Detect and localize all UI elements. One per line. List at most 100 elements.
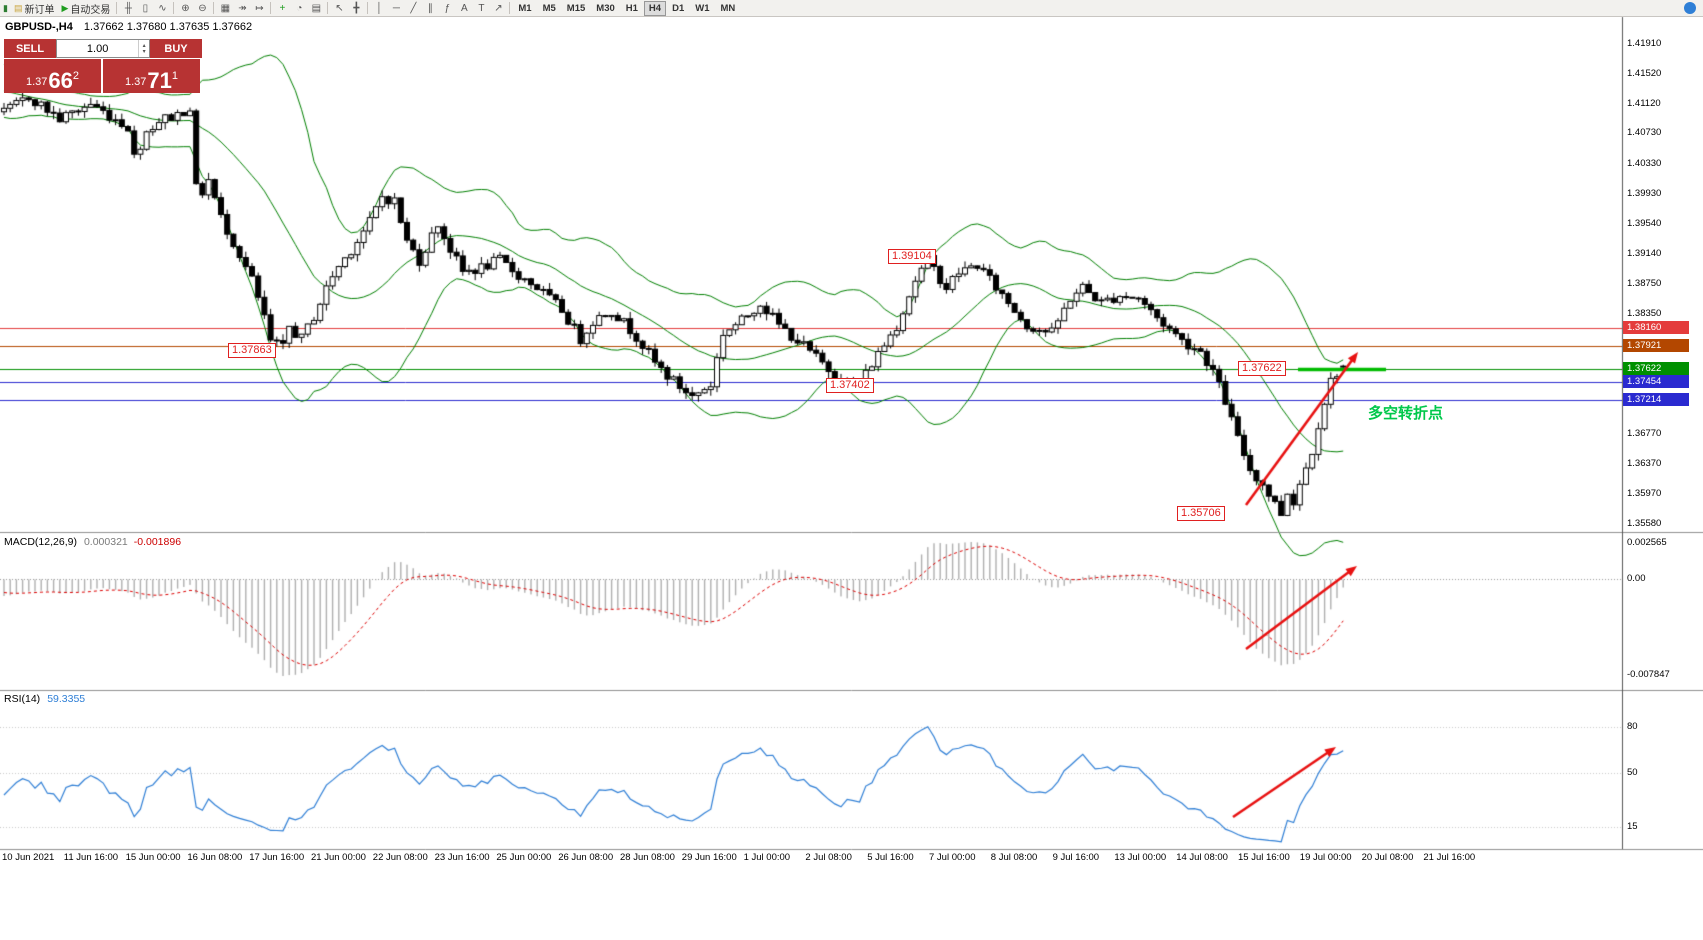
templates-icon[interactable]: ▤	[311, 2, 322, 14]
price-axis-label: 1.41120	[1627, 98, 1661, 109]
price-label[interactable]: 1.35706	[1177, 506, 1225, 521]
price-label[interactable]: 1.37402	[826, 378, 874, 393]
annotation-note[interactable]: 多空转折点	[1368, 405, 1444, 422]
zoom-out-icon[interactable]: ⊖	[198, 2, 207, 14]
sell-button[interactable]: 1.37 66 2	[4, 59, 101, 93]
time-axis-label: 2 Jul 08:00	[805, 852, 852, 863]
autotrading-label: 自动交易	[70, 4, 111, 16]
timeframe-m30[interactable]: M30	[596, 2, 615, 14]
volume-down-button[interactable]: ▾	[142, 48, 146, 55]
price-axis-label: 1.39540	[1627, 218, 1662, 229]
price-axis-label: 1.41910	[1627, 38, 1662, 49]
time-axis-label: 5 Jul 16:00	[867, 852, 914, 863]
axis-price-tag: 1.37921	[1623, 339, 1689, 352]
timeframe-m1[interactable]: M1	[518, 2, 532, 14]
rsi-indicator-label: RSI(14) 59.3355	[4, 693, 85, 705]
buy-price-sup: 1	[171, 70, 179, 82]
bar-chart-icon[interactable]: ╫	[124, 2, 132, 14]
price-axis-label: 1.38350	[1627, 308, 1662, 319]
time-axis-label: 23 Jun 16:00	[434, 852, 490, 863]
sell-price-prefix: 1.37	[25, 76, 48, 88]
text-icon[interactable]: A	[461, 2, 468, 14]
timeframe-h1[interactable]: H1	[625, 2, 638, 14]
toolbar-separator	[270, 2, 272, 14]
chart-window-icon: ▮	[3, 2, 8, 13]
tile-windows-icon[interactable]: ▦	[220, 2, 231, 14]
label-icon[interactable]: T	[478, 2, 485, 14]
indicators-icon[interactable]: +	[279, 2, 286, 14]
periods-icon[interactable]: ◔	[296, 2, 303, 14]
candlestick-chart-icon[interactable]: ▯	[142, 2, 149, 14]
buy-header[interactable]: BUY	[150, 39, 202, 58]
zoom-in-icon[interactable]: ⊕	[181, 2, 190, 14]
chart-shift-icon[interactable]: ↦	[255, 2, 264, 14]
time-axis-label: 1 Jul 00:00	[743, 852, 791, 863]
arrows-icon[interactable]: ↗	[494, 2, 503, 14]
toolbar-separator	[213, 2, 215, 14]
horizontal-line-icon[interactable]: ─	[392, 2, 400, 14]
price-divider	[101, 59, 103, 93]
price-label[interactable]: 1.39104	[888, 249, 936, 264]
vertical-line-icon[interactable]: │	[376, 2, 383, 14]
price-axis-label: 1.36370	[1627, 458, 1662, 469]
macd-axis-zero: 0.00	[1627, 573, 1646, 584]
timeframe-m5[interactable]: M5	[542, 2, 556, 14]
crosshair-icon[interactable]: ╋	[353, 2, 360, 14]
toolbar-separator	[509, 2, 511, 14]
volume-field: ▴ ▾	[56, 39, 150, 58]
rsi-axis-80: 80	[1627, 721, 1638, 732]
timeframe-w1[interactable]: W1	[695, 2, 710, 14]
timeframe-d1[interactable]: D1	[672, 2, 685, 14]
time-axis-label: 29 Jun 16:00	[681, 852, 737, 863]
autotrading-button[interactable]: ▶ 自动交易	[58, 1, 113, 16]
sell-header[interactable]: SELL	[4, 39, 56, 58]
macd-signal-value: -0.001896	[133, 536, 182, 548]
community-icon[interactable]	[1684, 2, 1696, 14]
price-axis-label: 1.41520	[1627, 68, 1662, 79]
auto-scroll-icon[interactable]: ↠	[238, 2, 247, 14]
time-axis-label: 13 Jul 00:00	[1114, 852, 1167, 863]
cursor-icon[interactable]: ↖	[335, 2, 344, 14]
axis-price-tag: 1.38160	[1623, 321, 1689, 334]
rsi-axis-15: 15	[1627, 821, 1638, 832]
time-axis-label: 14 Jul 08:00	[1176, 852, 1228, 863]
trendline-icon[interactable]: ╱	[410, 2, 417, 14]
price-axis-label: 1.39140	[1627, 248, 1662, 259]
volume-input[interactable]	[57, 40, 139, 57]
macd-axis-min: -0.007847	[1627, 669, 1670, 680]
buy-button[interactable]: 1.37 71 1	[103, 59, 200, 93]
toolbar: ▮ ▤ 新订单 ▶ 自动交易 ╫ ▯ ∿ ⊕ ⊖ ▦ ↠ ↦ + ◔ ▤ ↖ ╋ │ ─ ╱ ∥ ƒ A T ↗ M1 M…	[0, 0, 1703, 17]
price-label[interactable]: 1.37863	[228, 343, 276, 358]
line-chart-icon[interactable]: ∿	[158, 2, 167, 14]
time-axis-label: 20 Jul 08:00	[1361, 852, 1414, 863]
toolbar-separator	[116, 2, 118, 14]
timeframe-mn[interactable]: MN	[720, 2, 736, 14]
buy-price-prefix: 1.37	[124, 76, 147, 88]
new-order-button[interactable]: ▤ 新订单	[11, 1, 58, 16]
timeframe-m15[interactable]: M15	[566, 2, 586, 14]
macd-name: MACD(12,26,9)	[4, 536, 77, 548]
price-label[interactable]: 1.37622	[1238, 361, 1286, 376]
fibonacci-icon[interactable]: ƒ	[444, 2, 451, 14]
toolbar-separator	[367, 2, 369, 14]
time-axis-label: 15 Jun 00:00	[125, 852, 181, 863]
macd-axis-max: 0.002565	[1627, 537, 1667, 548]
new-order-label: 新订单	[24, 4, 55, 16]
sell-price-big: 66	[48, 68, 73, 93]
time-axis-label: 25 Jun 00:00	[496, 852, 552, 863]
volume-up-button[interactable]: ▴	[142, 42, 146, 49]
toolbar-separator	[173, 2, 175, 14]
channel-icon[interactable]: ∥	[427, 2, 433, 14]
time-axis-label: 8 Jul 08:00	[990, 852, 1038, 863]
rsi-name: RSI(14)	[4, 693, 41, 705]
time-axis-label: 21 Jul 16:00	[1423, 852, 1476, 863]
axis-price-tag: 1.37454	[1623, 375, 1689, 388]
timeframe-h4[interactable]: H4	[643, 0, 667, 16]
time-axis-label: 19 Jul 00:00	[1299, 852, 1352, 863]
time-axis-label: 28 Jun 08:00	[620, 852, 675, 863]
price-axis-label: 1.40330	[1627, 158, 1662, 169]
axis-price-tag: 1.37214	[1623, 393, 1689, 406]
time-axis-label: 10 Jun 2021	[2, 852, 55, 863]
